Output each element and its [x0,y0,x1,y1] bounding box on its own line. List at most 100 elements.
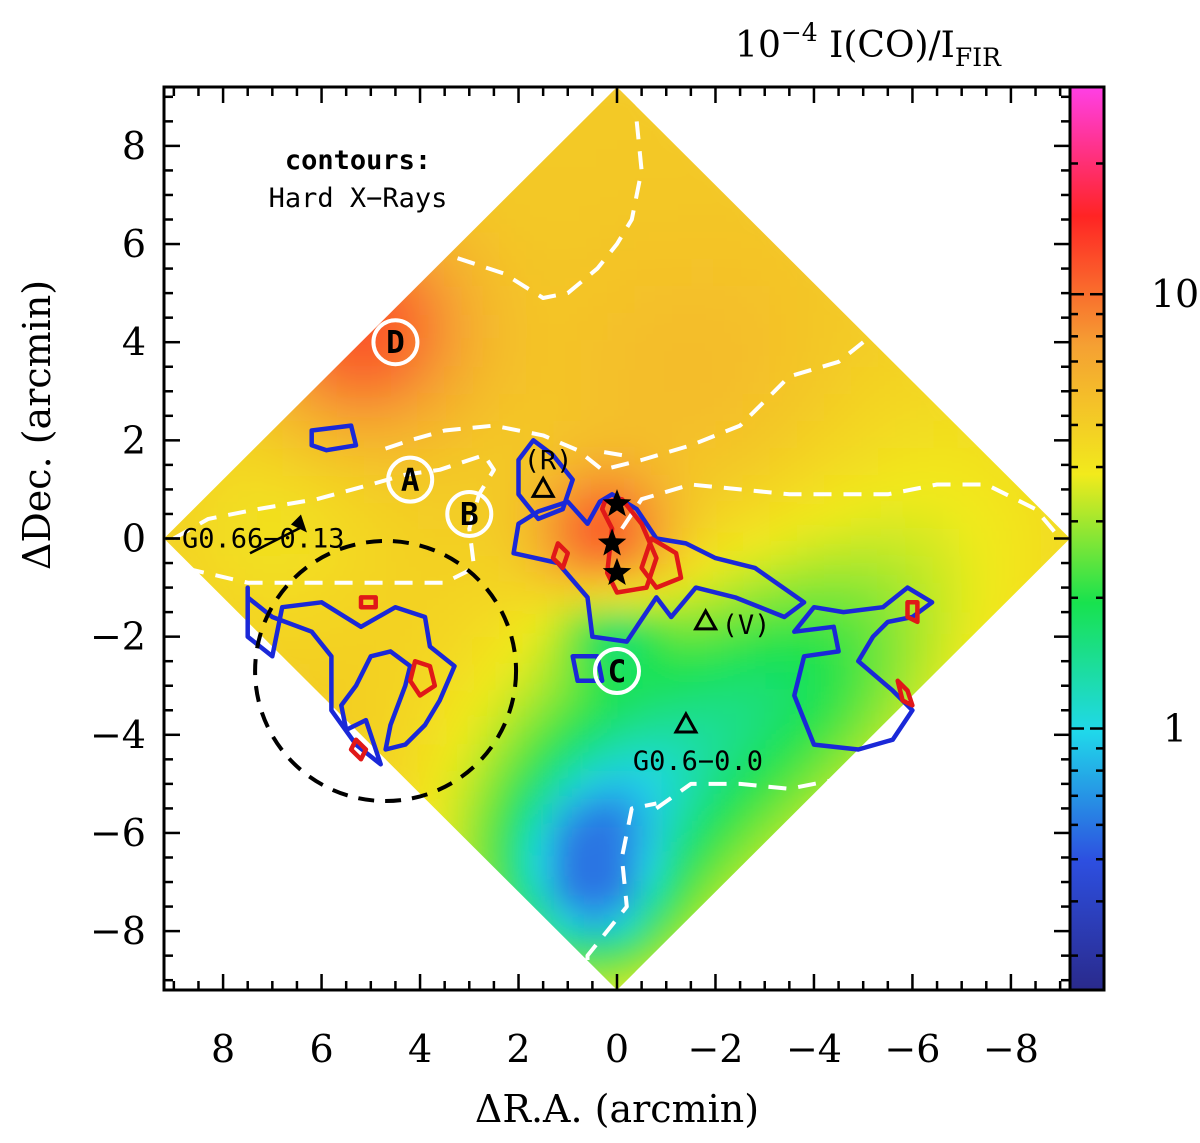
heatmap-cell [225,606,256,637]
heatmap-cell [767,256,797,286]
y-tick-label: 6 [122,222,146,266]
heatmap-cell [821,445,852,475]
heatmap-cell [902,391,933,421]
heatmap-cell [658,364,689,394]
heatmap-cell [631,229,662,259]
heatmap-cell [550,687,581,718]
colorbar-title-base: 10 [735,25,781,66]
heatmap-cell [658,337,689,367]
heatmap-cell [496,579,527,610]
heatmap-cell [902,445,933,475]
heatmap-cell [171,579,202,610]
heatmap-cell [550,202,581,233]
heatmap-cell [929,606,960,637]
heatmap-cell [550,606,581,637]
x-tick-label: 4 [408,1027,432,1071]
heatmap-cell [333,499,364,529]
heatmap-cell [658,822,689,853]
heatmap-cell [469,283,500,313]
xray-contour-high [407,658,438,698]
heatmap-cell [442,822,472,853]
xray-contour-high [895,678,915,708]
heatmap-cell [306,391,337,421]
heatmap-cell [631,687,662,718]
heatmap-cell [658,687,689,718]
star-marker [602,489,632,517]
heatmap-cell [604,121,635,152]
heatmap-cell [252,445,283,475]
heatmap-cell [604,822,635,853]
heatmap-cell [496,552,527,583]
heatmap-cell [658,472,689,502]
heatmap-cell [685,364,716,394]
heatmap-cell [523,364,554,394]
y-tick-label: −4 [90,713,146,757]
heatmap-cell [577,579,608,610]
heatmap-cell [631,741,662,772]
heatmap-cell [631,391,662,421]
colorbar-title: 10−4 I(CO)/IFIR [735,18,1002,72]
heatmap-cell [767,687,797,718]
heatmap-cell [279,364,310,394]
heatmap-cell [523,175,554,206]
heatmap-cell [469,364,500,394]
heatmap-cell [794,633,824,664]
heatmap-cell [685,148,716,179]
heatmap-cell [794,256,824,286]
heatmap-cell [577,687,608,718]
heatmap-cell [767,526,797,556]
heatmap-cell [739,499,770,529]
heatmap-cell [848,283,879,313]
heatmap-cell [164,472,175,502]
heatmap-cell [360,418,391,448]
heatmap-cell [658,256,689,286]
heatmap-cell [956,391,987,421]
x-tick-label: −4 [786,1027,842,1071]
heatmap-cell [739,741,770,772]
heatmap-cell [333,310,364,340]
heatmap-cell [739,229,770,259]
heatmap-cell [550,822,581,853]
heatmap-cell [1010,606,1041,637]
heatmap-cell [821,714,852,745]
heatmap-cell [469,633,500,664]
heatmap-cell [577,714,608,745]
heatmap-cell [279,418,310,448]
heatmap-cell [767,849,797,880]
heatmap-cell [631,849,662,880]
heatmap-cell [604,768,635,799]
heatmap-cell [523,148,554,179]
xray-contour-high [358,595,378,610]
triangle-label: (V) [722,610,771,641]
heatmap-cell [442,741,472,772]
heatmap-cell [442,283,472,313]
heatmap-cell [875,445,906,475]
heatmap-cell [496,310,527,340]
heatmap-cell [929,418,960,448]
heatmap-cell [712,310,743,340]
heatmap-cell [929,364,960,394]
heatmap-cell [821,364,852,394]
heatmap-cell [577,552,608,583]
heatmap-cell [794,391,824,421]
heatmap-cell [469,768,500,799]
heatmap-cell [414,579,445,610]
heatmap-cell [739,876,770,907]
heatmap-cell [739,337,770,367]
heatmap-cell [767,633,797,664]
heatmap-cell [523,822,554,853]
heatmap-cell [794,445,824,475]
heatmap-cell [712,499,743,529]
heatmap-cell [794,795,824,826]
heatmap-cell [442,849,472,880]
heatmap-cell [164,526,175,556]
heatmap-cell [631,903,662,934]
heatmap-cell [739,633,770,664]
x-tick-label: 8 [211,1027,235,1071]
colorbar-frame [1068,85,1106,992]
x-tick-label: −8 [983,1027,1039,1071]
heatmap-cell [550,229,581,259]
xray-contour-low [309,423,359,453]
heatmap-cell [496,364,527,394]
